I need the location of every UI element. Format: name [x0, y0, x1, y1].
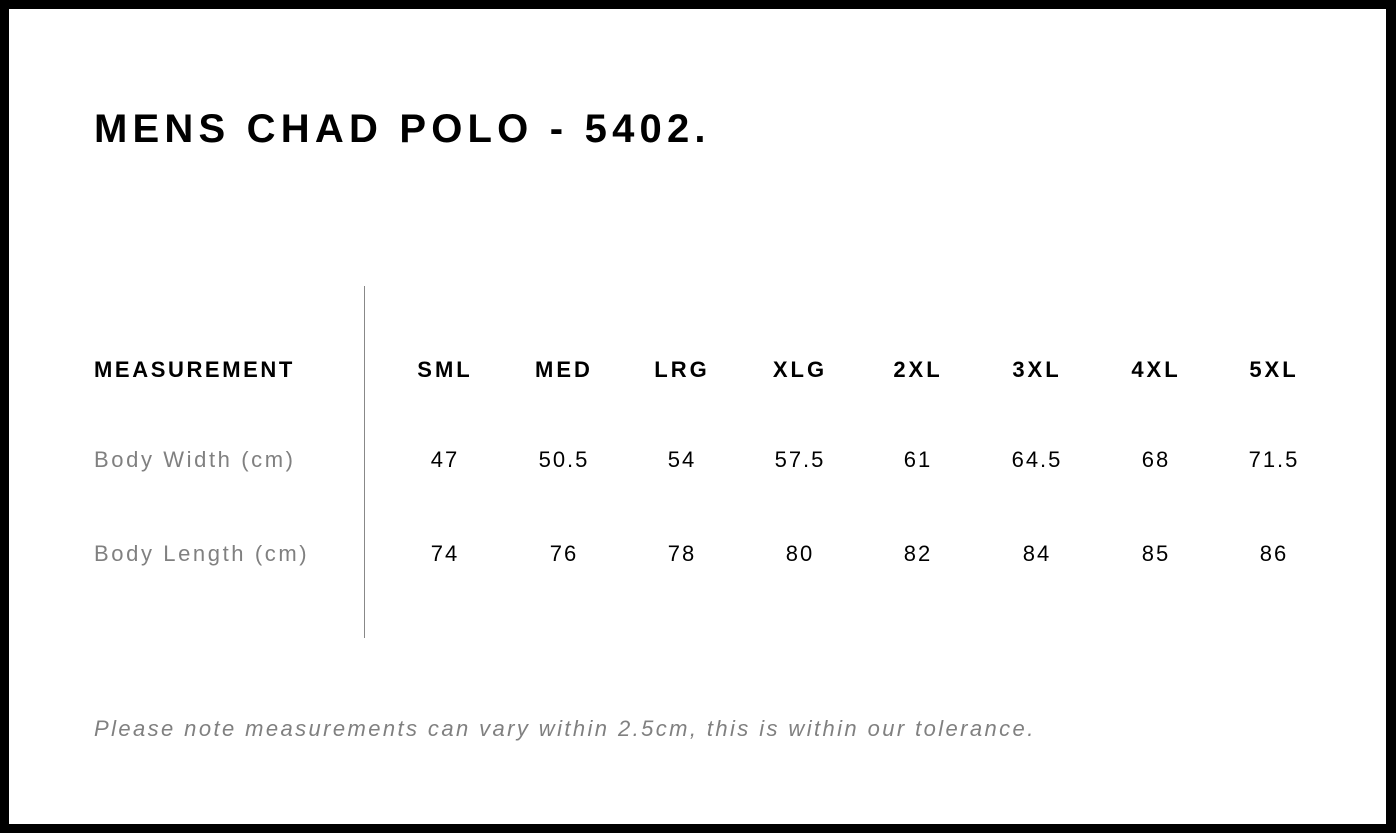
column-divider [364, 286, 365, 638]
size-chart-card: MENS CHAD POLO - 5402. MEASUREMENT SML MED… [9, 9, 1386, 824]
table-cell: 76 [549, 541, 579, 566]
table-cell: 54 [667, 447, 697, 472]
table-cell: 78 [667, 541, 697, 566]
table-cell: 61 [903, 447, 933, 472]
size-header-3xl: 3XL [1012, 357, 1062, 382]
size-header-2xl: 2XL [893, 357, 943, 382]
table-cell: 82 [903, 541, 933, 566]
table-cell: 68 [1141, 447, 1171, 472]
size-header-5xl: 5XL [1249, 357, 1299, 382]
tolerance-note: Please note measurements can vary within… [94, 716, 1036, 741]
size-header-lrg: LRG [654, 357, 710, 382]
table-cell: 71.5 [1248, 447, 1300, 472]
table-cell: 85 [1141, 541, 1171, 566]
table-cell: 50.5 [538, 447, 590, 472]
table-cell: 74 [430, 541, 460, 566]
page-title: MENS CHAD POLO - 5402. [94, 107, 711, 151]
size-header-xlg: XLG [772, 357, 828, 382]
row-label: Body Length (cm) [94, 541, 310, 566]
table-cell: 47 [430, 447, 460, 472]
size-header-med: MED [535, 357, 593, 382]
size-header-sml: SML [417, 357, 473, 382]
table-cell: 57.5 [774, 447, 826, 472]
table-cell: 84 [1022, 541, 1052, 566]
size-header-4xl: 4XL [1131, 357, 1181, 382]
header-measurement: MEASUREMENT [94, 357, 295, 382]
table-cell: 80 [785, 541, 815, 566]
table-cell: 86 [1259, 541, 1289, 566]
table-cell: 64.5 [1011, 447, 1063, 472]
row-label: Body Width (cm) [94, 447, 296, 472]
